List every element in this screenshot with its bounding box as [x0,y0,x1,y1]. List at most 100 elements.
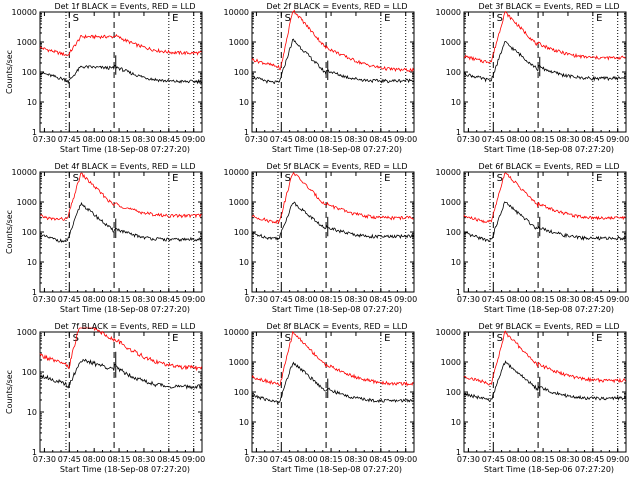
x-tick-label: 07:30 [457,135,480,144]
x-axis-label: Start Time (18-Sep-08 07:27:20) [60,145,190,154]
end-marker-label: E [596,173,602,184]
black-series-line [463,360,627,403]
chart-panel-9: 1 10 100 1000 10000 07:30 07:45 08:00 08:15 08:30… [436,322,630,474]
red-series-line [39,172,202,221]
y-tick-label: 1 [244,288,249,297]
x-tick-label: 07:45 [482,135,505,144]
x-tick-label: 08:30 [556,455,579,464]
y-tick-label: 1000 [441,198,461,207]
chart-panel-6: 1 10 100 1000 10000 07:30 07:45 08:00 08:15 08:30… [436,162,630,314]
start-marker-label: S [73,173,79,184]
x-tick-label: 08:30 [132,135,155,144]
x-tick-label: 08:45 [581,135,604,144]
start-marker-label: S [73,333,79,344]
x-tick-label: 09:00 [182,295,205,304]
x-tick-label: 07:45 [58,135,81,144]
x-axis-label: Start Time (18-Sep-08 07:27:20) [60,305,190,314]
x-axis-label: Start Time (18-Sep-08 07:27:20) [272,145,402,154]
y-tick-label: 10000 [12,8,37,17]
y-tick-label: 1 [244,448,249,457]
y-axis-label: Counts/sec [5,210,14,254]
red-series-line [251,9,415,73]
red-series-line [39,33,202,57]
x-tick-label: 08:00 [83,295,106,304]
y-tick-label: 1 [32,128,37,137]
chart-title: Det 1f BLACK = Events, RED = LLD [54,2,195,11]
x-tick-label: 07:45 [482,295,505,304]
end-marker-label: E [172,333,178,344]
x-tick-label: 08:15 [532,295,555,304]
start-marker-label: S [497,333,503,344]
black-series-line [40,64,202,85]
x-tick-label: 08:45 [157,135,180,144]
x-tick-label: 08:30 [344,455,367,464]
x-tick-label: 08:00 [507,455,530,464]
x-tick-label: 07:30 [33,295,56,304]
x-tick-label: 08:45 [581,455,604,464]
x-tick-label: 07:45 [482,455,505,464]
x-tick-label: 09:00 [394,135,417,144]
end-marker-label: E [384,173,390,184]
x-tick-label: 08:45 [157,295,180,304]
x-tick-label: 07:30 [245,295,268,304]
y-tick-label: 10 [27,408,37,417]
x-axis-label: Start Time (18-Sep-08 07:27:20) [60,465,190,474]
x-tick-label: 09:00 [182,455,205,464]
chart-panel-1: 1 10 100 1000 10000 07:30 07:45 08:00 08:15 08:30… [5,2,205,154]
y-tick-label: 1 [456,128,461,137]
x-axis-label: Start Time (18-Sep-08 07:27:20) [272,305,402,314]
x-tick-label: 08:00 [507,135,530,144]
red-series-line [463,10,626,64]
chart-title: Det 2f BLACK = Events, RED = LLD [266,2,407,11]
x-tick-label: 08:15 [108,455,131,464]
x-tick-label: 07:45 [58,295,81,304]
x-axis-label: Start Time (18-Sep-06 07:27:20) [484,465,614,474]
red-series-line [251,330,414,387]
y-tick-label: 100 [234,388,249,397]
x-tick-label: 08:00 [83,135,106,144]
y-tick-label: 1000 [17,38,37,47]
y-tick-label: 1000 [441,358,461,367]
plot-frame [251,171,415,293]
start-marker-label: S [497,13,503,24]
start-marker-label: S [73,13,79,24]
chart-panel-3: 1 10 100 1000 10000 07:30 07:45 08:00 08:15 08:30… [436,2,630,154]
y-tick-label: 10000 [436,328,461,337]
x-tick-label: 08:15 [532,135,555,144]
y-tick-label: 10 [451,418,461,427]
black-series-line [251,201,415,241]
plot-frame [463,171,627,293]
x-tick-label: 09:00 [606,455,629,464]
x-tick-label: 08:30 [556,295,579,304]
x-tick-label: 07:45 [270,135,293,144]
y-tick-label: 100 [22,228,37,237]
x-tick-label: 08:30 [344,135,367,144]
y-tick-label: 1000 [17,328,37,337]
x-tick-label: 08:15 [108,295,131,304]
y-tick-label: 1000 [17,198,37,207]
chart-panel-8: 1 10 100 1000 10000 07:30 07:45 08:00 08:15 08:30… [224,322,418,474]
plot-frame [39,11,203,133]
end-marker-label: E [172,173,178,184]
y-tick-label: 1000 [441,38,461,47]
black-series-line [251,361,415,405]
plot-frame [39,171,203,293]
y-tick-label: 10 [27,98,37,107]
x-axis-label: Start Time (18-Sep-08 07:27:20) [272,465,402,474]
chart-title: Det 7f BLACK = Events, RED = LLD [54,322,195,331]
x-tick-label: 08:45 [581,295,604,304]
y-tick-label: 100 [446,228,461,237]
chart-title: Det 9f BLACK = Events, RED = LLD [478,322,619,331]
y-tick-label: 1000 [229,198,249,207]
end-marker-label: E [172,13,178,24]
y-tick-label: 10000 [224,328,249,337]
x-axis-label: Start Time (18-Sep-08 07:27:20) [484,145,614,154]
y-tick-label: 10 [239,98,249,107]
y-tick-label: 100 [446,68,461,77]
chart-title: Det 5f BLACK = Events, RED = LLD [266,162,407,171]
start-marker-label: S [285,13,291,24]
red-series-line [251,171,414,225]
x-tick-label: 07:30 [245,135,268,144]
x-tick-label: 07:30 [33,455,56,464]
y-tick-label: 1000 [229,38,249,47]
